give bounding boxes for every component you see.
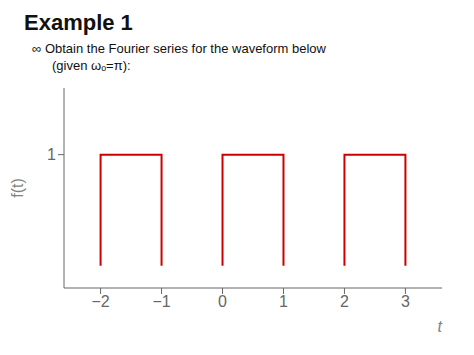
svg-text:t: t bbox=[438, 318, 443, 335]
svg-text:3: 3 bbox=[401, 293, 410, 310]
svg-text:−1: −1 bbox=[152, 293, 170, 310]
svg-text:1: 1 bbox=[47, 146, 56, 163]
svg-text:0: 0 bbox=[218, 293, 227, 310]
html-text:Example 1: Example 1 bbox=[24, 10, 133, 35]
svg-text:2: 2 bbox=[340, 293, 349, 310]
html-text:∞ Obtain the Fourier series fo: ∞ Obtain the Fourier series for the wave… bbox=[32, 41, 326, 56]
svg-text:1: 1 bbox=[279, 293, 288, 310]
html-text:(given ωₒ=π):: (given ωₒ=π): bbox=[52, 58, 131, 73]
svg-text:f(t): f(t) bbox=[9, 178, 26, 198]
svg-text:−2: −2 bbox=[91, 293, 109, 310]
